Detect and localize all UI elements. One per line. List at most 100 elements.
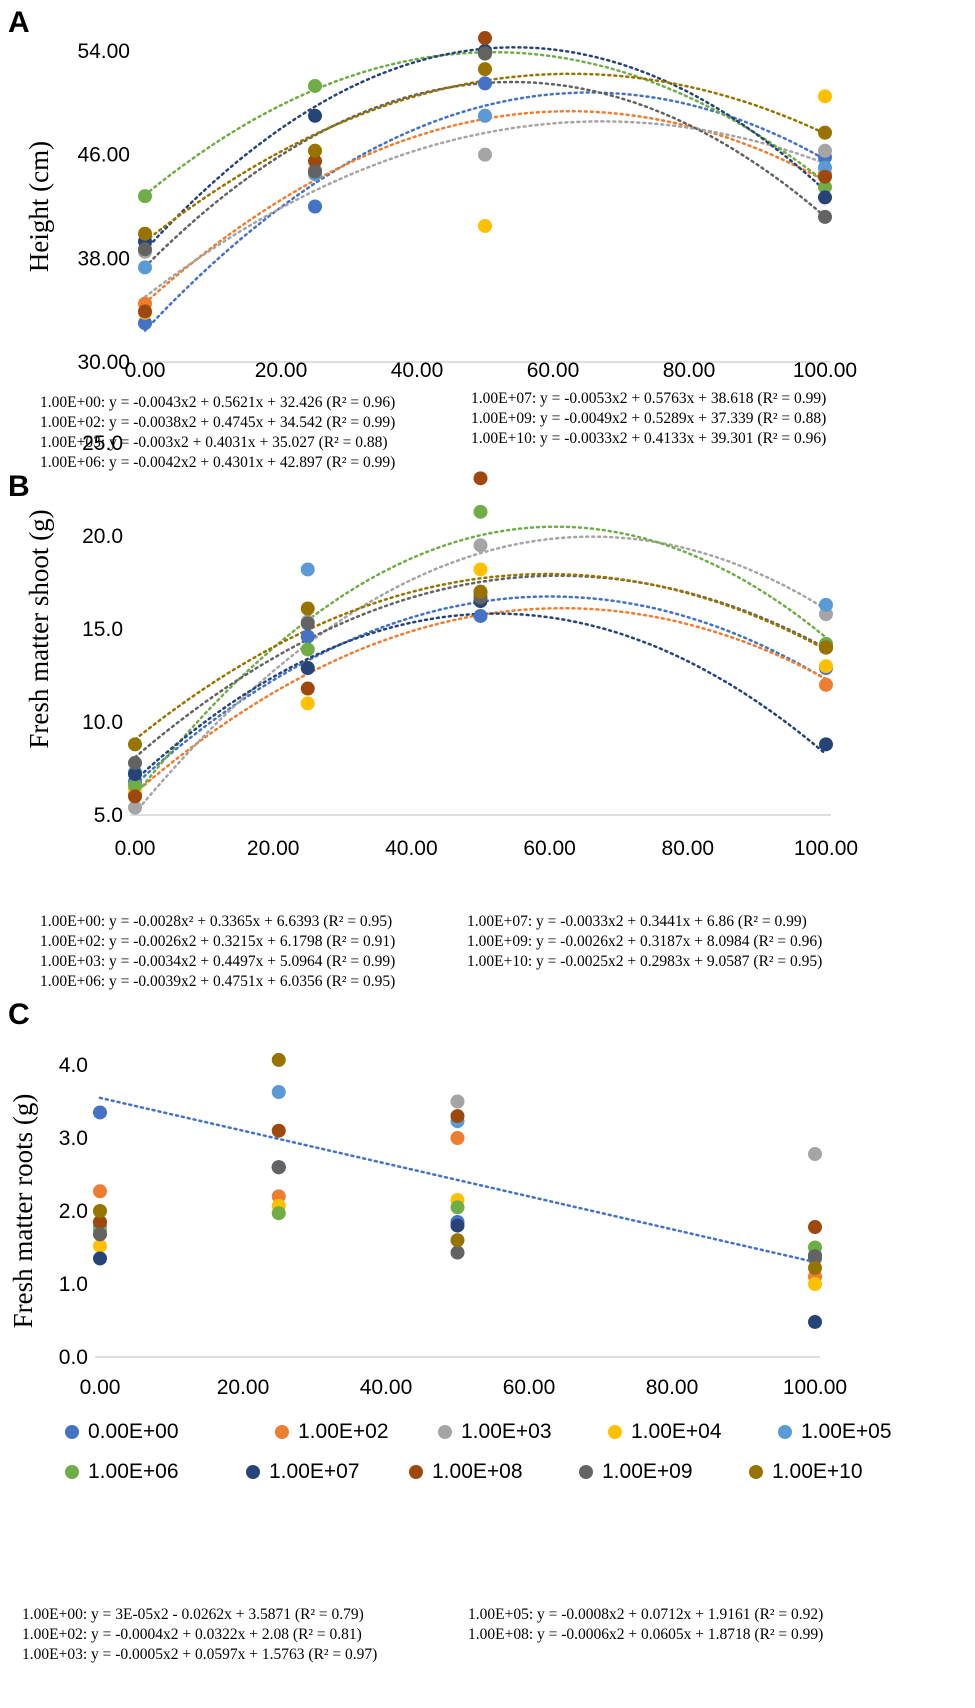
equations-b-left: 1.00E+00: y = -0.0028x² + 0.3365x + 6.63… <box>40 912 395 992</box>
equation-line: 1.00E+03: y = -0.0005x2 + 0.0597x + 1.57… <box>22 1646 378 1663</box>
legend-item: 1.00E+02 <box>275 1420 389 1444</box>
x-tick-label: 100.00 <box>794 837 858 860</box>
equation-line: 1.00E+03: y = -0.0034x2 + 0.4497x + 5.09… <box>40 953 396 970</box>
data-point <box>308 108 322 123</box>
y-tick-label: 0.0 <box>59 1346 88 1369</box>
data-point <box>300 616 315 631</box>
data-point <box>300 629 315 644</box>
data-point <box>128 737 142 752</box>
data-point <box>93 1105 107 1120</box>
legend-label: 1.00E+10 <box>772 1460 863 1483</box>
data-point <box>818 89 832 104</box>
legend-item: 1.00E+10 <box>749 1460 863 1484</box>
data-point <box>478 76 492 91</box>
equation-line: 1.00E+06: y = -0.0039x2 + 0.4751x + 6.03… <box>40 973 396 990</box>
equation-line: 1.00E+08: y = -0.0006x2 + 0.0605x + 1.87… <box>468 1626 824 1643</box>
x-tick-label: 80.00 <box>663 359 716 382</box>
equation-line: 1.00E+00: y = -0.0028x² + 0.3365x + 6.63… <box>40 913 393 930</box>
data-point <box>308 78 322 93</box>
x-tick-label: 40.00 <box>391 359 444 382</box>
panel-b-letter: B <box>8 470 30 503</box>
data-point <box>473 562 488 577</box>
equation-line: 1.00E+09: y = -0.0049x2 + 0.5289x + 37.3… <box>471 410 827 427</box>
data-point <box>808 1277 822 1291</box>
x-tick-label: 80.00 <box>646 1376 699 1399</box>
y-axis-label: Fresh matter roots (g) <box>8 1094 38 1329</box>
legend: 0.00E+00 1.00E+02 1.00E+03 1.00E+04 1.00… <box>60 1420 940 1490</box>
equation-line: 1.00E+00: y = -0.0043x2 + 0.5621x + 32.4… <box>40 394 396 411</box>
chart-b-fresh-shoot: 5.0 10.0 15.0 20.0 25.0 0.00 20.00 40.00 60.00 80… <box>24 432 858 860</box>
y-tick-label: 5.0 <box>94 804 123 827</box>
x-tick-label: 0.00 <box>115 837 156 860</box>
legend-item: 0.00E+00 <box>65 1420 179 1444</box>
equations-c-right: 1.00E+05: y = -0.0008x2 + 0.0712x + 1.91… <box>468 1605 823 1645</box>
data-point <box>271 1123 286 1138</box>
x-tick-label: 0.00 <box>80 1376 121 1399</box>
data-point <box>819 737 833 752</box>
data-point <box>478 108 492 123</box>
y-tick-label: 1.0 <box>59 1273 88 1296</box>
equations-c-left: 1.00E+00: y = 3E-05x2 - 0.0262x + 3.5871… <box>22 1605 377 1665</box>
y-tick-label: 3.0 <box>59 1127 88 1150</box>
trendline <box>133 606 828 795</box>
data-point <box>818 180 832 195</box>
data-point <box>93 1227 107 1242</box>
legend-item: 1.00E+04 <box>608 1420 722 1444</box>
data-point <box>818 190 832 205</box>
legend-marker-icon <box>275 1425 289 1439</box>
data-point <box>473 471 488 486</box>
legend-label: 1.00E+06 <box>88 1460 179 1483</box>
data-point <box>271 1160 286 1175</box>
legend-label: 1.00E+04 <box>631 1420 722 1443</box>
legend-marker-icon <box>65 1465 79 1479</box>
data-point <box>138 260 152 275</box>
equations-b-right: 1.00E+07: y = -0.0033x2 + 0.3441x + 6.86… <box>467 912 822 972</box>
x-tick-label: 100.00 <box>783 1376 847 1399</box>
legend-label: 1.00E+08 <box>432 1460 523 1483</box>
equation-line: 1.00E+09: y = -0.0026x2 + 0.3187x + 8.09… <box>467 933 823 950</box>
legend-item: 1.00E+06 <box>65 1460 179 1484</box>
trendline <box>143 120 827 299</box>
equation-line: 1.00E+10: y = -0.0033x2 + 0.4133x + 39.3… <box>471 430 827 447</box>
legend-marker-icon <box>246 1465 260 1479</box>
y-tick-label: 4.0 <box>59 1054 88 1077</box>
data-point <box>138 304 152 319</box>
data-point <box>818 169 832 184</box>
equation-line: 1.00E+07: y = -0.0053x2 + 0.5763x + 38.6… <box>471 390 827 407</box>
y-tick-label: 2.0 <box>59 1200 88 1223</box>
y-axis-label: Fresh matter shoot (g) <box>24 509 54 748</box>
trendline <box>133 612 828 782</box>
y-tick-label: 38.00 <box>77 247 130 270</box>
data-point <box>308 164 322 179</box>
trendline <box>143 109 827 305</box>
y-tick-label: 46.00 <box>77 144 130 167</box>
x-tick-label: 60.00 <box>527 359 580 382</box>
y-tick-label: 30.00 <box>77 351 130 374</box>
data-point <box>308 154 322 169</box>
data-point <box>308 143 322 158</box>
equation-line: 1.00E+05: y = -0.0008x2 + 0.0712x + 1.91… <box>468 1606 824 1623</box>
data-point <box>478 62 492 77</box>
data-point <box>818 125 832 140</box>
data-point <box>300 681 315 696</box>
equation-line: 1.00E+03: y = -0.003x2 + 0.4031x + 35.02… <box>40 434 388 451</box>
legend-marker-icon <box>409 1465 423 1479</box>
legend-item: 1.00E+07 <box>246 1460 360 1484</box>
y-tick-label: 20.0 <box>82 525 123 548</box>
trendline <box>143 50 827 197</box>
legend-marker-icon <box>438 1425 452 1439</box>
equations-a-left: 1.00E+00: y = -0.0043x2 + 0.5621x + 32.4… <box>40 393 395 473</box>
data-point <box>808 1147 822 1162</box>
trendline <box>133 595 828 786</box>
data-point <box>300 562 315 577</box>
legend-item: 1.00E+05 <box>778 1420 892 1444</box>
legend-label: 1.00E+07 <box>269 1460 360 1483</box>
chart-c-fresh-roots: 0.0 1.0 2.0 3.0 4.0 0.00 20.00 40.00 60.00 80.00 1… <box>8 1052 847 1399</box>
data-point <box>819 677 833 692</box>
x-tick-label: 40.00 <box>360 1376 413 1399</box>
y-tick-label: 10.0 <box>82 711 123 734</box>
equation-line: 1.00E+10: y = -0.0025x2 + 0.2983x + 9.05… <box>467 953 823 970</box>
equations-a-right: 1.00E+07: y = -0.0053x2 + 0.5763x + 38.6… <box>471 389 826 449</box>
y-tick-label: 15.0 <box>82 618 123 641</box>
data-point <box>818 209 832 224</box>
